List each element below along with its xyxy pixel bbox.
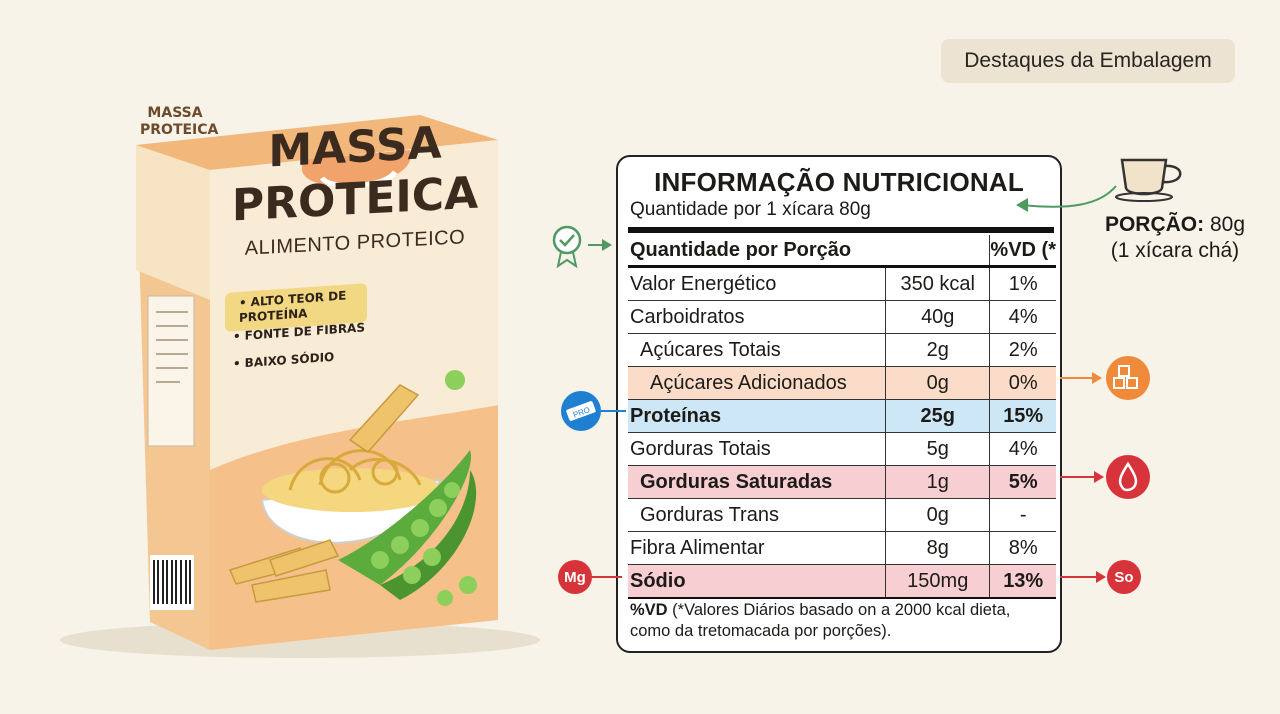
nutrient-amount: 0g [885, 366, 990, 400]
nutrient-vd: 13% [989, 564, 1056, 599]
nutrient-vd: 8% [989, 531, 1056, 565]
thick-divider [628, 227, 1054, 233]
table-header-row: Quantidade por Porção %VD (* [628, 235, 1056, 268]
table-row: Valor Energético 350 kcal 1% [628, 266, 1056, 301]
table-row-saturated-fat: Gorduras Saturadas 1g 5% [628, 465, 1056, 499]
portion-value: 80g [1204, 213, 1246, 236]
nutrient-name: Sódio [628, 564, 886, 599]
table-row: Açúcares Totais 2g 2% [628, 333, 1056, 367]
nutrient-amount: 25g [885, 399, 990, 433]
drop-icon [1106, 455, 1150, 499]
nutrient-amount: 350 kcal [885, 266, 990, 301]
nutrient-amount: 1g [885, 465, 990, 499]
amount-header: Quantidade por Porção [628, 235, 990, 268]
svg-text:PRO: PRO [572, 405, 591, 419]
vd-header: %VD (* [989, 235, 1056, 268]
portion-label: PORÇÃO: [1104, 213, 1205, 236]
nutrient-amount: 2g [885, 333, 990, 367]
nutrient-name: Gorduras Totais [628, 432, 886, 466]
nutrient-name: Proteínas [628, 399, 886, 433]
nutrient-amount: 150mg [885, 564, 990, 599]
nutrient-vd: 5% [989, 465, 1056, 499]
footnote: %VD (*Valores Diários basado on a 2000 k… [630, 600, 1055, 642]
nutrient-vd: 1% [989, 266, 1056, 301]
coffee-cup-icon [1115, 158, 1182, 202]
nutrient-name: Fibra Alimentar [628, 531, 886, 565]
serving-size: Quantidade por 1 xícara 80g [630, 199, 871, 220]
nutrient-amount: 8g [885, 531, 990, 565]
nutrient-amount: 40g [885, 300, 990, 334]
nutrient-name: Carboidratos [628, 300, 886, 334]
table-row-added-sugars: Açúcares Adicionados 0g 0% [628, 366, 1056, 400]
nutrient-name: Açúcares Adicionados [628, 366, 886, 400]
nutrient-vd: 15% [989, 399, 1056, 433]
table-row: Gorduras Totais 5g 4% [628, 432, 1056, 466]
protein-bar-icon: PRO [561, 391, 601, 431]
magnesium-badge: Mg [558, 560, 592, 594]
nutrient-vd: - [989, 498, 1056, 532]
nutrient-vd: 4% [989, 432, 1056, 466]
nutrition-facts-panel: INFORMAÇÃO NUTRICIONAL Quantidade por 1 … [616, 155, 1062, 653]
package-side-text: MASSA PROTEICA [140, 105, 219, 138]
nutrient-name: Gorduras Saturadas [628, 465, 886, 499]
nutrition-table: Quantidade por Porção %VD (* Valor Energ… [628, 235, 1056, 599]
pasta-package-illustration [60, 100, 560, 660]
table-row: Carboidratos 40g 4% [628, 300, 1056, 334]
nutrient-name: Açúcares Totais [628, 333, 886, 367]
sodium-badge: So [1107, 560, 1141, 594]
panel-title: INFORMAÇÃO NUTRICIONAL [654, 167, 1024, 197]
nutrient-name: Valor Energético [628, 266, 886, 301]
nutrient-amount: 0g [885, 498, 990, 532]
nutrient-vd: 2% [989, 333, 1056, 367]
highlights-tag: Destaques da Embalagem [941, 39, 1235, 83]
package-title: MASSA PROTEICA [231, 117, 479, 232]
footnote-text: (*Valores Diários basado on a 2000 kcal … [630, 601, 1011, 640]
table-row: Fibra Alimentar 8g 8% [628, 531, 1056, 565]
table-row: Gorduras Trans 0g - [628, 498, 1056, 532]
nutrient-vd: 4% [989, 300, 1056, 334]
portion-note: (1 xícara chá) [1110, 239, 1240, 262]
nutrient-vd: 0% [989, 366, 1056, 400]
table-row-protein: Proteínas 25g 15% [628, 399, 1056, 433]
sugar-cubes-icon [1106, 356, 1150, 400]
nutrient-name: Gorduras Trans [628, 498, 886, 532]
table-row-sodium: Sódio 150mg 13% [628, 564, 1056, 599]
nutrient-amount: 5g [885, 432, 990, 466]
portion-callout: PORÇÃO: 80g (1 xícara chá) [1090, 212, 1260, 264]
footnote-bold: %VD [630, 601, 668, 619]
